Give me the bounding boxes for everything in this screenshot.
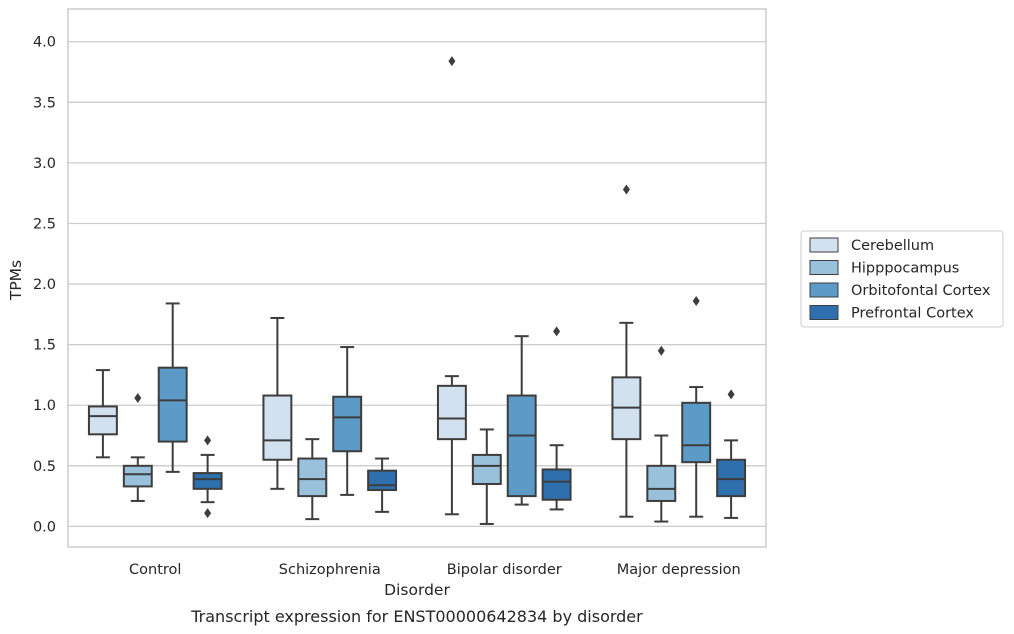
- box-prefrontal-cortex: [716, 389, 747, 519]
- box-hipppocampus: [122, 392, 153, 502]
- legend-label: Cerebellum: [851, 238, 934, 254]
- box-orbitofontal-cortex: [681, 296, 712, 518]
- box-hipppocampus: [646, 345, 677, 523]
- box-iqr: [506, 394, 537, 498]
- legend-label: Hipppocampus: [851, 261, 959, 277]
- box-hipppocampus: [297, 438, 328, 521]
- y-tick-label: 3.5: [33, 95, 56, 111]
- legend-label: Orbitofontal Cortex: [851, 283, 991, 299]
- x-tick-label: Bipolar disorder: [447, 562, 562, 578]
- box-iqr: [192, 472, 223, 490]
- box-iqr: [332, 395, 363, 453]
- x-axis-title: Disorder: [384, 581, 450, 599]
- plot-frame: [67, 8, 767, 548]
- y-tick-label: 4.0: [33, 35, 56, 51]
- outlier-point: [553, 326, 561, 337]
- outlier-point: [727, 389, 735, 400]
- outlier-point: [204, 435, 212, 446]
- y-axis-title: TPMs: [7, 260, 25, 301]
- outlier-point: [657, 345, 665, 356]
- box-prefrontal-cortex: [192, 435, 223, 519]
- outlier-point: [692, 296, 700, 307]
- legend-swatch: [809, 282, 839, 298]
- box-iqr: [367, 469, 398, 492]
- box-cerebellum: [262, 316, 293, 490]
- y-tick-label: 1.0: [33, 398, 56, 414]
- legend: Cerebellum Hipppocampus Orbitofontal Corte…: [800, 230, 1004, 328]
- box-iqr: [716, 458, 747, 498]
- box-iqr: [471, 453, 502, 485]
- box-iqr: [87, 405, 118, 436]
- x-tick-label: Schizophrenia: [279, 562, 381, 578]
- y-tick-label: 3.0: [33, 156, 56, 172]
- x-tick-labels: Control Schizophrenia Bipolar disorder Majo…: [129, 562, 741, 578]
- box-orbitofontal-cortex: [506, 335, 537, 506]
- box-iqr: [262, 394, 293, 461]
- box-hipppocampus: [471, 428, 502, 525]
- box-iqr: [297, 457, 328, 498]
- y-tick-label: 1.5: [33, 338, 56, 354]
- box-orbitofontal-cortex: [157, 302, 188, 473]
- y-tick-label: 0.0: [33, 519, 56, 535]
- legend-swatch: [809, 305, 839, 320]
- y-tick-label: 2.0: [33, 277, 56, 293]
- box-iqr: [681, 401, 712, 464]
- legend-frame: [800, 230, 1004, 328]
- box-plots: [87, 56, 747, 525]
- y-tick-label: 0.5: [33, 459, 56, 475]
- box-iqr: [436, 384, 467, 441]
- outlier-point: [204, 508, 212, 519]
- outlier-point: [448, 56, 456, 67]
- box-orbitofontal-cortex: [332, 346, 363, 496]
- box-cerebellum: [611, 184, 642, 518]
- box-cerebellum: [87, 369, 118, 459]
- legend-swatch: [809, 237, 839, 253]
- x-tick-label: Control: [129, 562, 181, 578]
- chart-caption: Transcript expression for ENST0000064283…: [190, 607, 643, 626]
- y-tick-labels: 0.0 0.5 1.0 1.5 2.0 2.5 3.0 3.5 4.0: [33, 35, 56, 536]
- box-cerebellum: [436, 56, 467, 516]
- box-iqr: [157, 366, 188, 443]
- box-prefrontal-cortex: [367, 457, 398, 513]
- legend-swatch: [809, 260, 839, 275]
- legend-label: Prefrontal Cortex: [851, 306, 974, 322]
- box-iqr: [122, 464, 153, 488]
- box-prefrontal-cortex: [541, 326, 572, 511]
- outlier-point: [622, 184, 630, 195]
- box-iqr: [646, 464, 677, 502]
- x-tick-label: Major depression: [617, 562, 741, 578]
- outlier-point: [134, 392, 142, 403]
- y-tick-label: 2.5: [33, 216, 56, 232]
- box-iqr: [541, 468, 572, 501]
